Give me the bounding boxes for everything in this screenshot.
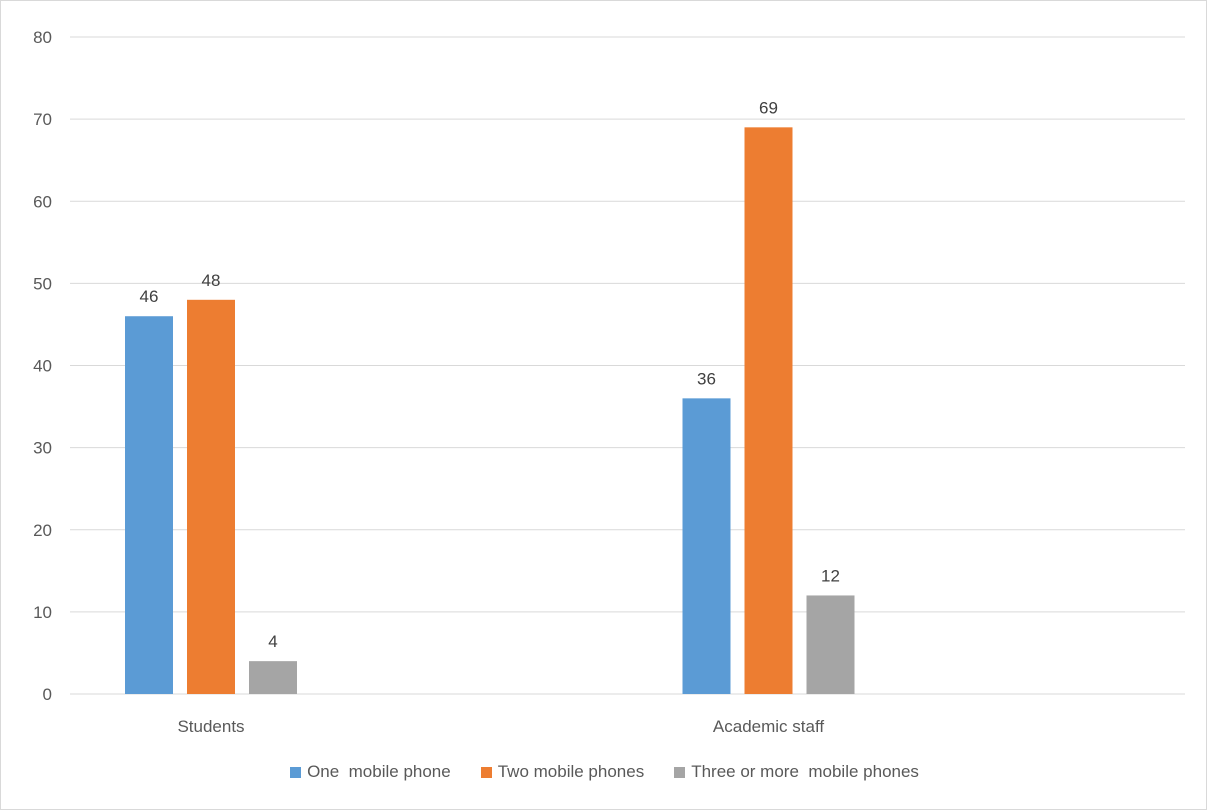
bar-academic-staff-series-3 — [806, 595, 855, 694]
y-tick-label: 50 — [33, 274, 52, 293]
y-axis-ticks: 0 10 20 30 40 50 60 70 80 — [33, 28, 52, 704]
bars — [125, 127, 855, 694]
legend-item: One mobile phone — [290, 762, 451, 782]
y-tick-label: 20 — [33, 521, 52, 540]
data-labels: 46 48 4 36 69 12 — [140, 98, 840, 651]
gridlines — [70, 36, 1185, 695]
data-label: 69 — [759, 98, 778, 117]
legend-item: Two mobile phones — [480, 762, 645, 782]
bar-academic-staff-series-2 — [744, 127, 793, 694]
y-tick-label: 10 — [33, 603, 52, 622]
y-tick-label: 0 — [43, 685, 52, 704]
legend-label: Three or more mobile phones — [691, 762, 919, 781]
bar-academic-staff-series-1 — [682, 398, 731, 694]
y-tick-label: 60 — [33, 192, 52, 211]
x-category-label: Academic staff — [713, 717, 824, 736]
data-label: 4 — [268, 632, 277, 651]
data-label: 12 — [821, 566, 840, 585]
data-label: 48 — [202, 271, 221, 290]
legend-swatch — [480, 766, 492, 778]
y-tick-label: 30 — [33, 439, 52, 458]
legend-swatch — [674, 766, 686, 778]
y-tick-label: 80 — [33, 28, 52, 47]
legend: One mobile phone Two mobile phones Three o… — [0, 762, 1209, 782]
bar-students-series-2 — [187, 299, 235, 694]
bar-students-series-3 — [249, 661, 297, 694]
legend-label: One mobile phone — [307, 762, 451, 781]
data-label: 36 — [697, 369, 716, 388]
legend-item: Three or more mobile phones — [674, 762, 919, 782]
legend-swatch — [290, 766, 302, 778]
legend-label: Two mobile phones — [497, 762, 645, 781]
bar-students-series-1 — [125, 316, 173, 694]
y-tick-label: 40 — [33, 357, 52, 376]
data-label: 46 — [140, 287, 159, 306]
y-tick-label: 70 — [33, 110, 52, 129]
x-axis-categories: Students Academic staff — [177, 717, 824, 736]
x-category-label: Students — [177, 717, 244, 736]
